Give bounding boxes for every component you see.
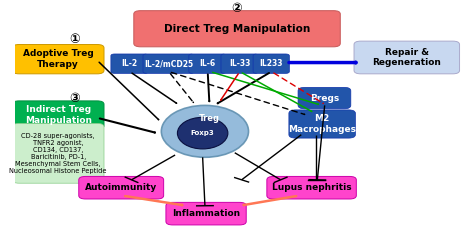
FancyBboxPatch shape: [289, 110, 356, 138]
Text: Indirect Treg
Manipulation: Indirect Treg Manipulation: [25, 105, 91, 125]
Text: Autoimmunity: Autoimmunity: [85, 183, 157, 192]
Text: Repair &
Regeneration: Repair & Regeneration: [373, 48, 441, 67]
FancyBboxPatch shape: [166, 202, 246, 225]
Text: IL233: IL233: [259, 59, 283, 68]
Text: M2
Macrophages: M2 Macrophages: [288, 114, 356, 134]
Text: Treg: Treg: [199, 114, 220, 123]
FancyBboxPatch shape: [354, 41, 459, 74]
Text: Lupus nephritis: Lupus nephritis: [272, 183, 351, 192]
FancyBboxPatch shape: [12, 101, 104, 129]
Text: Adoptive Treg
Therapy: Adoptive Treg Therapy: [23, 49, 93, 69]
FancyBboxPatch shape: [79, 176, 164, 199]
Text: IL-2/mCD25: IL-2/mCD25: [144, 59, 193, 68]
Text: Inflammation: Inflammation: [172, 209, 240, 218]
Text: CD-28 super-agonists,
TNFR2 agonist,
CD134, CD137,
Baricitinib, PD-1,
Mesenchyma: CD-28 super-agonists, TNFR2 agonist, CD1…: [9, 133, 107, 174]
Text: Foxp3: Foxp3: [191, 130, 215, 136]
FancyBboxPatch shape: [221, 54, 258, 73]
FancyBboxPatch shape: [253, 54, 289, 73]
FancyBboxPatch shape: [111, 54, 148, 73]
FancyBboxPatch shape: [12, 44, 104, 74]
FancyBboxPatch shape: [267, 176, 356, 199]
Text: ②: ②: [232, 2, 242, 15]
Text: ③: ③: [69, 92, 80, 105]
FancyBboxPatch shape: [189, 54, 226, 73]
FancyBboxPatch shape: [12, 123, 104, 183]
Text: IL-2: IL-2: [121, 59, 137, 68]
FancyBboxPatch shape: [298, 87, 351, 109]
Text: IL-33: IL-33: [229, 59, 250, 68]
Text: IL-6: IL-6: [200, 59, 216, 68]
FancyBboxPatch shape: [143, 54, 194, 73]
Ellipse shape: [177, 117, 228, 149]
Ellipse shape: [161, 105, 248, 157]
Text: Bregs: Bregs: [310, 94, 339, 103]
Text: Direct Treg Manipulation: Direct Treg Manipulation: [164, 24, 310, 34]
FancyBboxPatch shape: [134, 11, 340, 47]
Text: ①: ①: [69, 33, 80, 46]
